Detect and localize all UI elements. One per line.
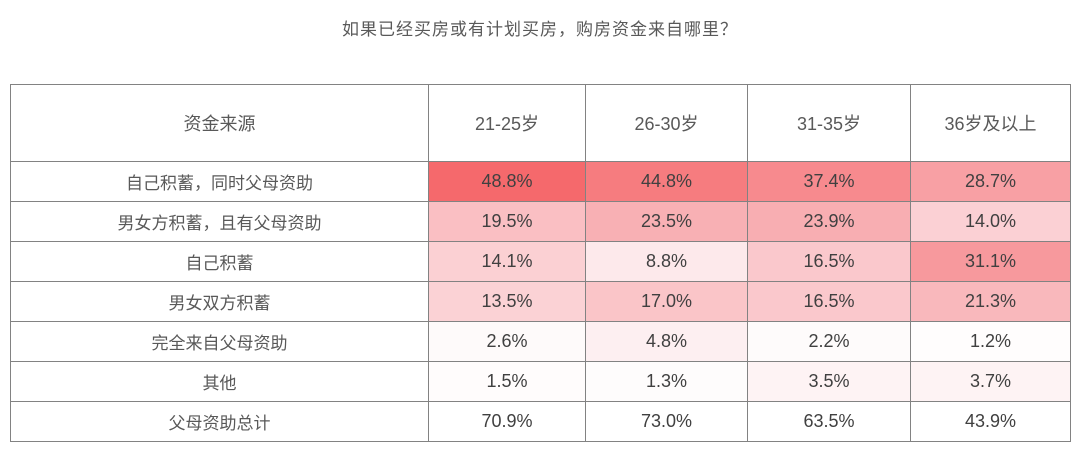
value-cell: 1.3% [585, 361, 748, 402]
value-cell: 4.8% [585, 321, 748, 362]
row-label-cell: 男女方积蓄，且有父母资助 [10, 201, 429, 242]
value-cell: 16.5% [747, 241, 911, 282]
value-cell: 44.8% [585, 161, 748, 202]
table-row: 男女双方积蓄 13.5% 17.0% 16.5% 21.3% [10, 281, 1071, 322]
value-cell: 23.5% [585, 201, 748, 242]
table-row: 男女方积蓄，且有父母资助 19.5% 23.5% 23.9% 14.0% [10, 201, 1071, 242]
value-cell: 1.2% [910, 321, 1071, 362]
page-title: 如果已经买房或有计划买房，购房资金来自哪里？ [342, 20, 738, 39]
value-cell: 2.6% [428, 321, 586, 362]
header-cell-age-31-35: 31-35岁 [747, 84, 911, 162]
value-cell: 16.5% [747, 281, 911, 322]
table-header-row: 资金来源 21-25岁 26-30岁 31-35岁 36岁及以上 [10, 84, 1071, 162]
value-cell: 31.1% [910, 241, 1071, 282]
value-cell: 19.5% [428, 201, 586, 242]
value-cell: 14.1% [428, 241, 586, 282]
value-cell: 21.3% [910, 281, 1071, 322]
row-label-cell: 男女双方积蓄 [10, 281, 429, 322]
value-cell: 23.9% [747, 201, 911, 242]
value-cell: 17.0% [585, 281, 748, 322]
header-cell-age-36-plus: 36岁及以上 [910, 84, 1071, 162]
header-cell-age-21-25: 21-25岁 [428, 84, 586, 162]
row-label-cell: 父母资助总计 [10, 401, 429, 442]
value-cell: 28.7% [910, 161, 1071, 202]
row-label-cell: 自己积蓄，同时父母资助 [10, 161, 429, 202]
value-cell: 70.9% [428, 401, 586, 442]
row-label-cell: 其他 [10, 361, 429, 402]
table-row: 自己积蓄 14.1% 8.8% 16.5% 31.1% [10, 241, 1071, 282]
table-row: 完全来自父母资助 2.6% 4.8% 2.2% 1.2% [10, 321, 1071, 362]
row-label-cell: 完全来自父母资助 [10, 321, 429, 362]
value-cell: 14.0% [910, 201, 1071, 242]
header-cell-funding-source: 资金来源 [10, 84, 429, 162]
value-cell: 37.4% [747, 161, 911, 202]
value-cell: 3.7% [910, 361, 1071, 402]
value-cell: 13.5% [428, 281, 586, 322]
value-cell: 3.5% [747, 361, 911, 402]
value-cell: 2.2% [747, 321, 911, 362]
table-row: 其他 1.5% 1.3% 3.5% 3.7% [10, 361, 1071, 402]
value-cell: 8.8% [585, 241, 748, 282]
header-cell-age-26-30: 26-30岁 [585, 84, 748, 162]
value-cell: 48.8% [428, 161, 586, 202]
value-cell: 43.9% [910, 401, 1071, 442]
value-cell: 73.0% [585, 401, 748, 442]
funding-source-table: 资金来源 21-25岁 26-30岁 31-35岁 36岁及以上 自己积蓄，同时… [10, 84, 1071, 442]
value-cell: 63.5% [747, 401, 911, 442]
table-row: 自己积蓄，同时父母资助 48.8% 44.8% 37.4% 28.7% [10, 161, 1071, 202]
value-cell: 1.5% [428, 361, 586, 402]
row-label-cell: 自己积蓄 [10, 241, 429, 282]
table-row: 父母资助总计 70.9% 73.0% 63.5% 43.9% [10, 401, 1071, 442]
